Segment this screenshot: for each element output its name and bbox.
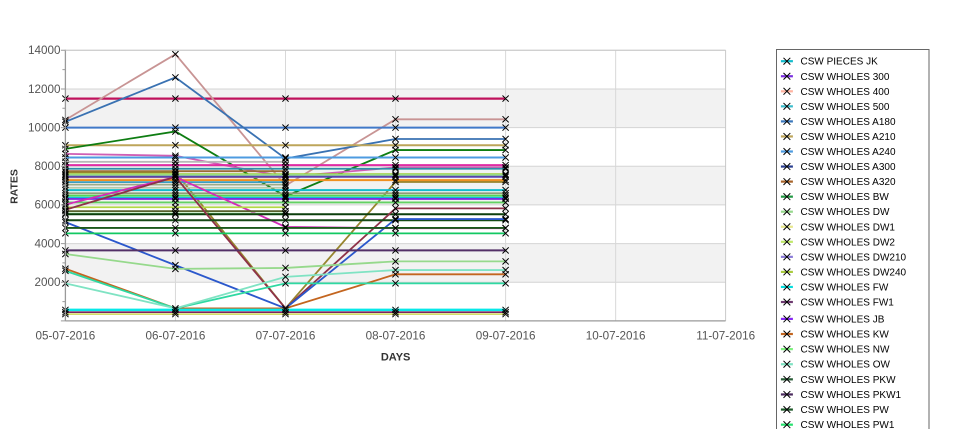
svg-text:06-07-2016: 06-07-2016 xyxy=(146,329,206,342)
svg-text:12000: 12000 xyxy=(28,83,61,96)
svg-text:14000: 14000 xyxy=(28,44,61,57)
svg-text:CSW WHOLES A180: CSW WHOLES A180 xyxy=(801,117,896,128)
svg-text:CSW WHOLES NW: CSW WHOLES NW xyxy=(801,345,890,356)
svg-text:CSW WHOLES 300: CSW WHOLES 300 xyxy=(801,72,890,83)
svg-text:DAYS: DAYS xyxy=(381,351,411,363)
svg-text:CSW WHOLES DW240: CSW WHOLES DW240 xyxy=(801,267,907,278)
svg-text:CSW WHOLES FW1: CSW WHOLES FW1 xyxy=(801,298,895,309)
svg-text:11-07-2016: 11-07-2016 xyxy=(696,329,755,342)
svg-text:CSW WHOLES BW: CSW WHOLES BW xyxy=(801,192,890,203)
svg-text:CSW WHOLES A240: CSW WHOLES A240 xyxy=(801,147,896,158)
svg-text:CSW WHOLES FW: CSW WHOLES FW xyxy=(801,282,889,293)
svg-text:CSW PIECES JK: CSW PIECES JK xyxy=(801,57,879,68)
svg-text:05-07-2016: 05-07-2016 xyxy=(36,329,96,342)
svg-text:CSW WHOLES DW: CSW WHOLES DW xyxy=(801,207,890,218)
svg-text:CSW WHOLES PW: CSW WHOLES PW xyxy=(801,405,890,416)
svg-text:CSW WHOLES PKW: CSW WHOLES PKW xyxy=(801,375,897,386)
svg-text:6000: 6000 xyxy=(34,199,61,212)
svg-text:8000: 8000 xyxy=(34,160,61,173)
svg-text:CSW WHOLES PW1: CSW WHOLES PW1 xyxy=(801,420,895,429)
svg-text:CSW WHOLES 500: CSW WHOLES 500 xyxy=(801,102,890,113)
svg-text:10-07-2016: 10-07-2016 xyxy=(586,329,646,342)
svg-text:CSW WHOLES KW: CSW WHOLES KW xyxy=(801,330,890,341)
svg-text:4000: 4000 xyxy=(34,237,61,250)
svg-text:08-07-2016: 08-07-2016 xyxy=(366,329,426,342)
svg-text:CSW WHOLES JB: CSW WHOLES JB xyxy=(801,314,885,325)
svg-text:CSW WHOLES OW: CSW WHOLES OW xyxy=(801,360,891,371)
svg-text:CSW WHOLES A320: CSW WHOLES A320 xyxy=(801,177,896,188)
svg-text:CSW WHOLES DW210: CSW WHOLES DW210 xyxy=(801,252,907,263)
svg-text:CSW WHOLES 400: CSW WHOLES 400 xyxy=(801,87,890,98)
svg-text:07-07-2016: 07-07-2016 xyxy=(256,329,316,342)
svg-text:2000: 2000 xyxy=(34,276,61,289)
svg-text:CSW WHOLES DW2: CSW WHOLES DW2 xyxy=(801,237,896,248)
svg-text:CSW WHOLES A300: CSW WHOLES A300 xyxy=(801,162,896,173)
svg-text:09-07-2016: 09-07-2016 xyxy=(476,329,536,342)
svg-text:CSW WHOLES DW1: CSW WHOLES DW1 xyxy=(801,222,896,233)
svg-text:CSW WHOLES A210: CSW WHOLES A210 xyxy=(801,132,896,143)
svg-text:10000: 10000 xyxy=(28,121,61,134)
svg-text:CSW WHOLES PKW1: CSW WHOLES PKW1 xyxy=(801,390,902,401)
svg-text:RATES: RATES xyxy=(9,169,21,204)
